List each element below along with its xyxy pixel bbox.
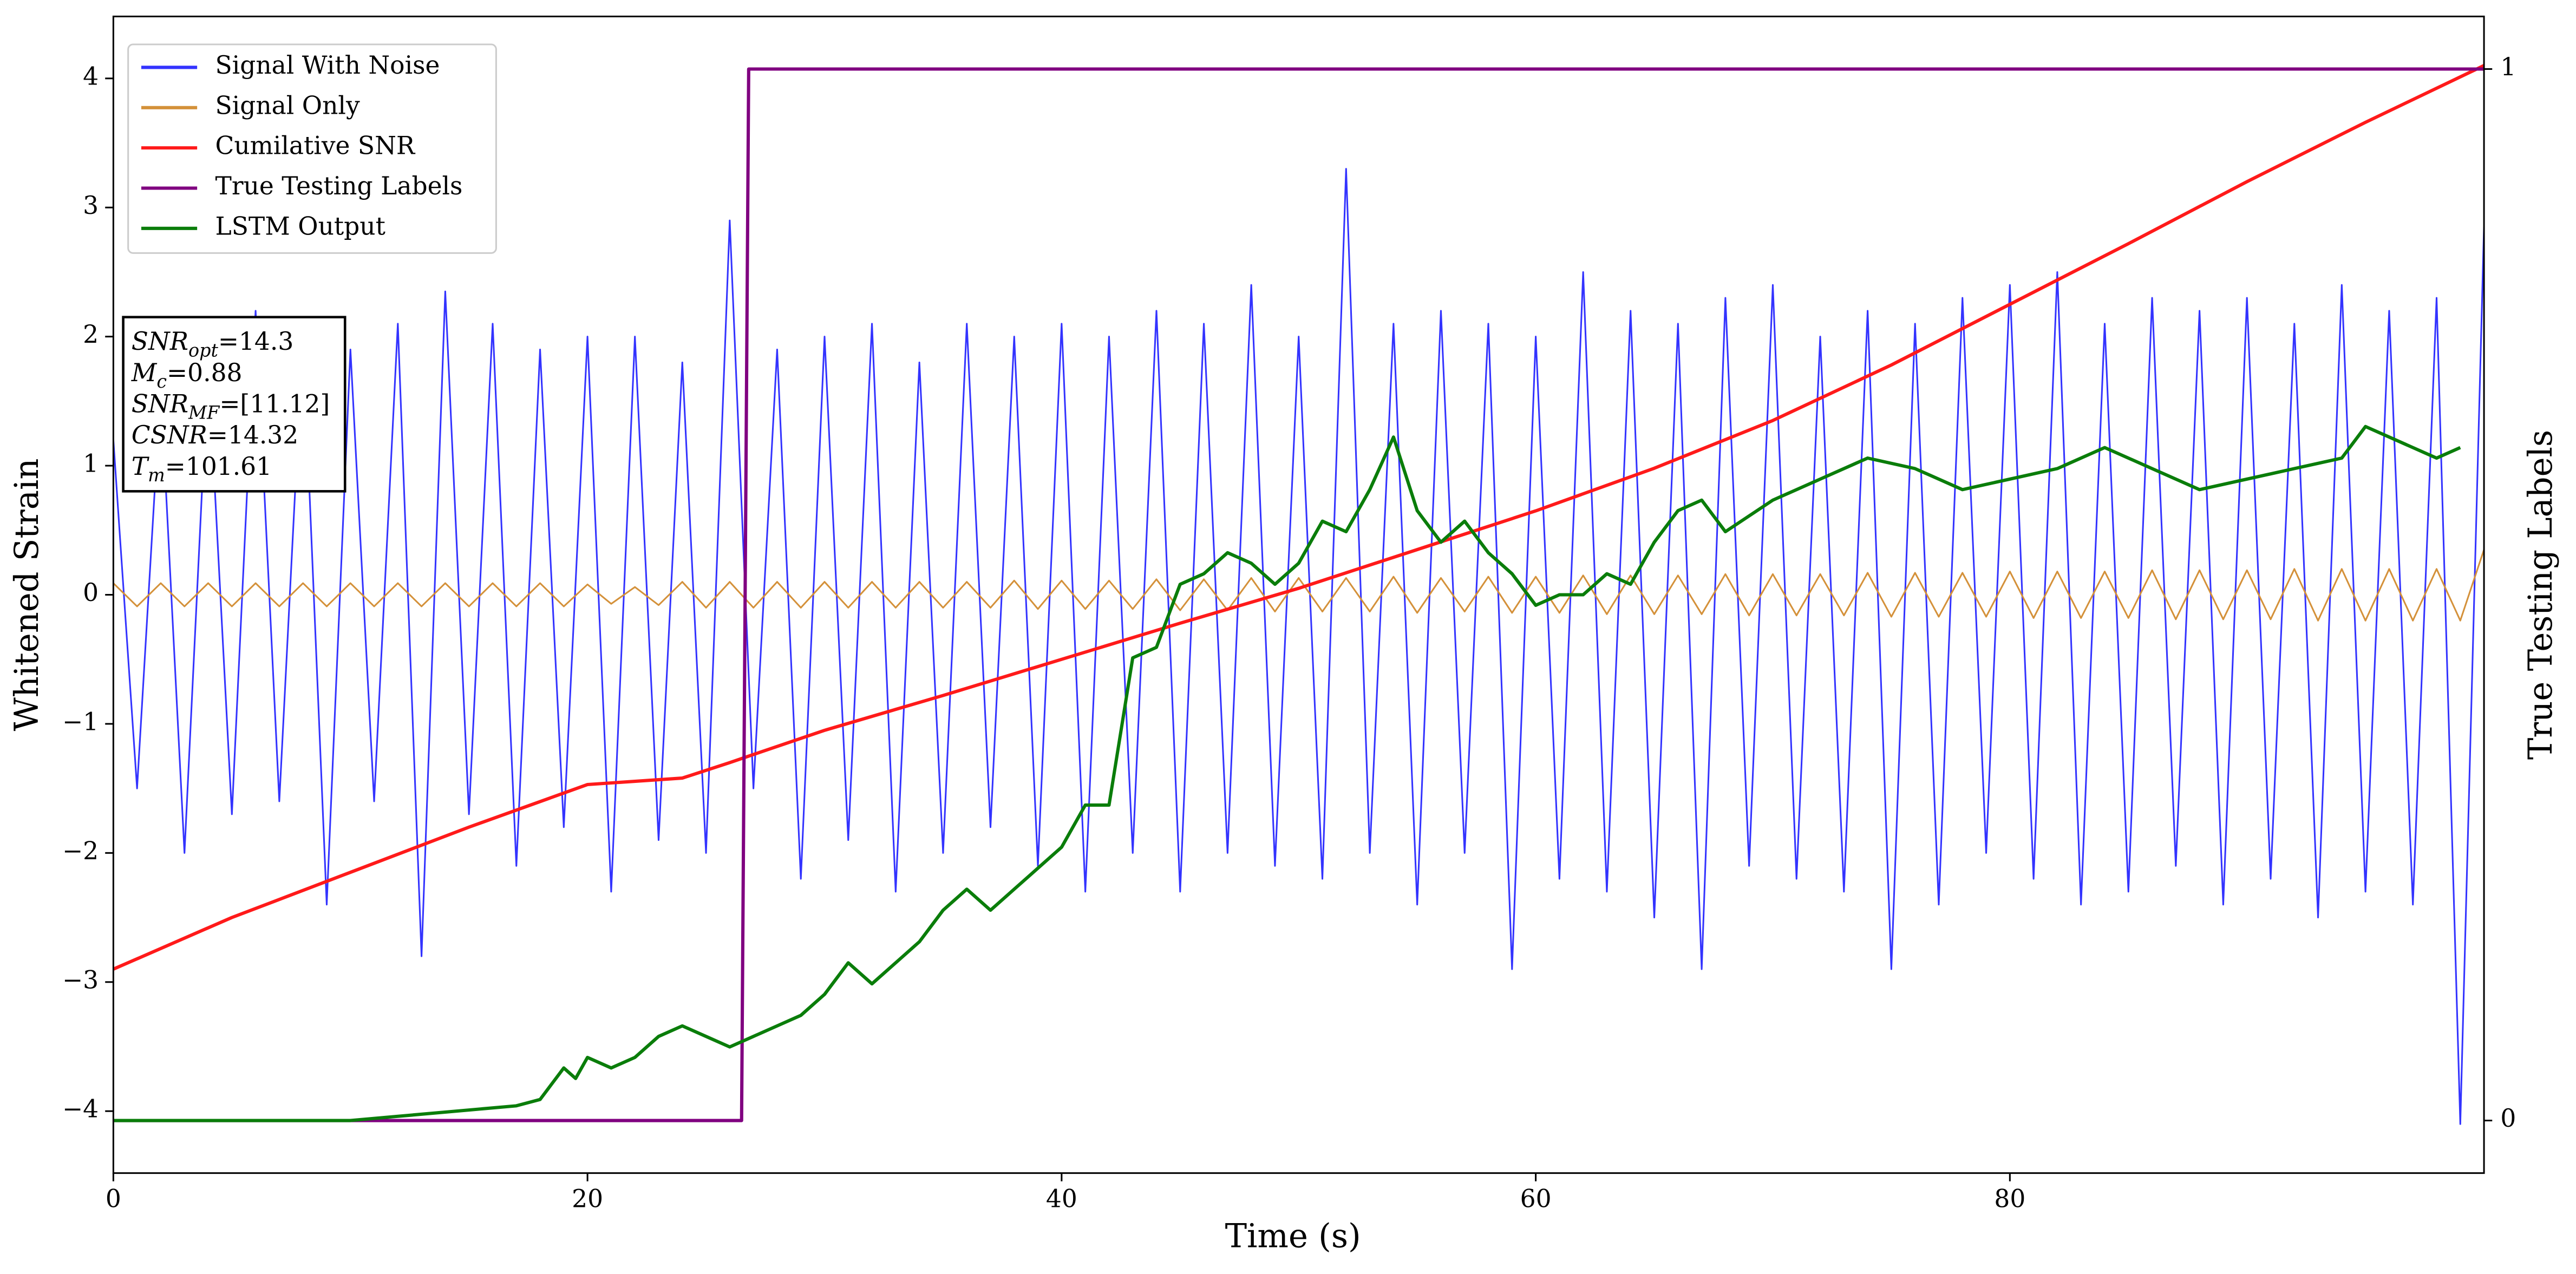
annotation-box	[122, 316, 346, 493]
series-line	[113, 67, 2485, 1122]
legend-label: True Testing Labels	[215, 172, 463, 200]
annotation-value: =14.32	[207, 421, 298, 449]
x-tick-label: 20	[572, 1185, 603, 1213]
series-line	[113, 168, 2485, 1125]
annotation-subscript: c	[156, 371, 167, 392]
annotation-subscript: MF	[188, 402, 220, 423]
series-line	[113, 424, 2461, 1122]
y-tick-label: 3	[83, 191, 99, 220]
annotation-value: =[11.12]	[219, 389, 330, 418]
y-tick-label: −2	[62, 837, 99, 865]
annotation-symbol: M	[131, 358, 158, 387]
y2-tick-label: 0	[2500, 1104, 2516, 1133]
annotation-line: CSNR=14.32	[132, 421, 298, 449]
series-line	[113, 64, 2485, 971]
y-axis-label: Whitened Strain	[8, 459, 46, 731]
legend-label: Signal Only	[215, 91, 360, 120]
annotation-line: Tm=101.61	[132, 452, 272, 486]
annotation-line: SNRopt=14.3	[132, 327, 294, 361]
y-tick-label: −3	[62, 965, 99, 994]
annotation-value: =101.61	[165, 452, 272, 480]
legend-label: Signal With Noise	[215, 51, 440, 80]
x-tick-label: 80	[1994, 1185, 2025, 1213]
annotation-value: =0.88	[167, 358, 242, 387]
series-line	[113, 549, 2485, 622]
annotation-subscript: m	[148, 465, 165, 486]
y-tick-label: −1	[62, 707, 99, 736]
legend-box	[127, 43, 497, 254]
legend-label: LSTM Output	[215, 212, 385, 240]
x-tick-label: 40	[1046, 1185, 1077, 1213]
annotation-subscript: opt	[188, 339, 218, 361]
y-tick-label: 0	[83, 578, 99, 607]
plot-frame	[112, 15, 2485, 1174]
legend-label: Cumilative SNR	[215, 132, 416, 160]
x-tick-label: 60	[1520, 1185, 1552, 1213]
x-tick-label: 0	[106, 1185, 121, 1213]
annotation-symbol: SNR	[132, 327, 188, 356]
y2-axis-label: True Testing Labels	[2522, 430, 2560, 760]
y-tick-label: 4	[83, 62, 99, 90]
y2-tick-label: 1	[2500, 53, 2516, 81]
y-tick-label: 2	[83, 320, 99, 349]
annotation-symbol: T	[132, 452, 150, 480]
annotation-symbol: SNR	[132, 389, 188, 418]
annotation-symbol: CSNR	[132, 421, 207, 449]
annotation-line: Mc=0.88	[131, 358, 243, 392]
y-tick-label: −4	[62, 1095, 99, 1123]
annotation-line: SNRMF=[11.12]	[132, 389, 330, 423]
x-axis-label: Time (s)	[1225, 1218, 1361, 1256]
y-tick-label: 1	[83, 449, 99, 478]
annotation-value: =14.3	[218, 327, 293, 356]
